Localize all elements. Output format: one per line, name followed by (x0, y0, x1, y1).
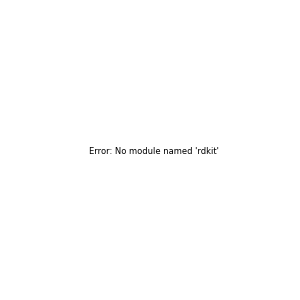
Text: Error: No module named 'rdkit': Error: No module named 'rdkit' (89, 147, 219, 156)
